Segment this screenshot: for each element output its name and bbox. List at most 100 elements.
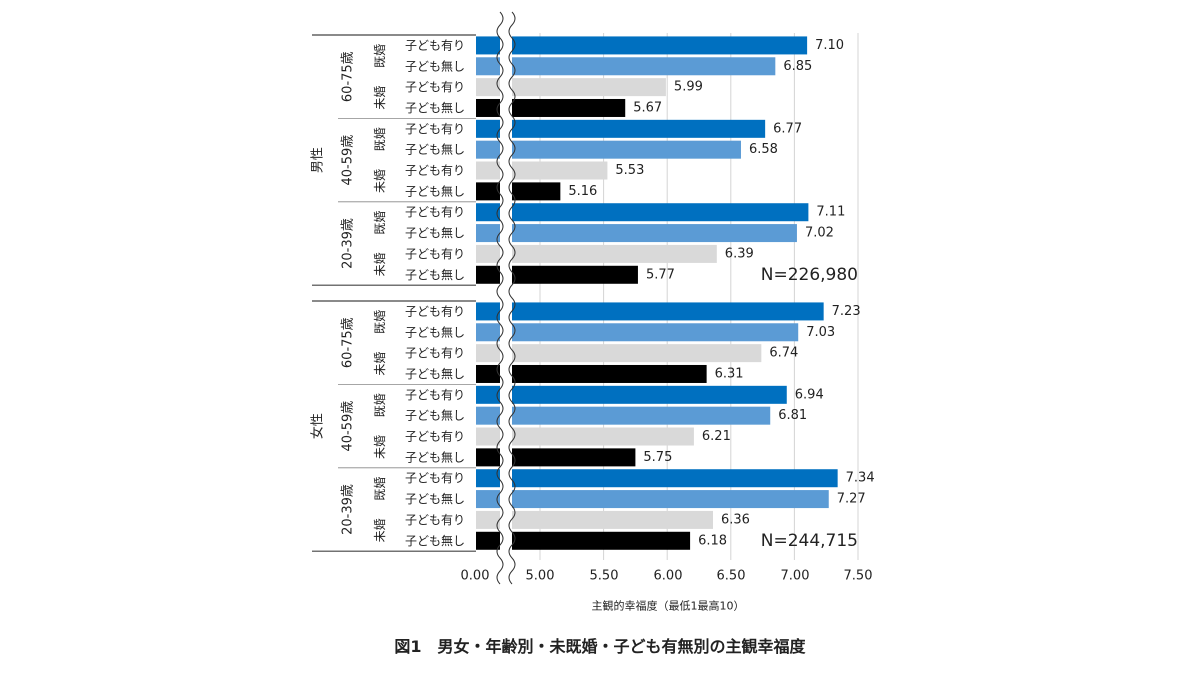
status-label: 既婚 bbox=[373, 477, 387, 501]
age-label: 20-39歳 bbox=[341, 218, 356, 269]
bar-value-label: 6.39 bbox=[725, 246, 754, 261]
bar-category-label: 子ども無し bbox=[405, 491, 465, 506]
x-tick-label: 0.00 bbox=[461, 569, 490, 584]
bar-value-label: 5.75 bbox=[643, 450, 672, 465]
bar-value-label: 7.27 bbox=[837, 492, 866, 507]
bar bbox=[476, 182, 561, 201]
axis-break-line-right bbox=[508, 11, 516, 585]
bar-value-label: 7.10 bbox=[815, 38, 844, 53]
status-label: 既婚 bbox=[373, 127, 387, 151]
bar-value-label: 6.21 bbox=[702, 429, 731, 444]
age-label: 60-75歳 bbox=[341, 317, 356, 368]
x-tick-label: 7.00 bbox=[781, 569, 810, 584]
bar-category-label: 子ども有り bbox=[405, 304, 465, 318]
bar-value-label: 5.16 bbox=[568, 184, 597, 199]
bar bbox=[476, 224, 797, 243]
status-label: 未婚 bbox=[373, 352, 387, 376]
n-label: N=244,715 bbox=[761, 531, 858, 551]
bar bbox=[476, 448, 636, 467]
bar-value-label: 7.02 bbox=[805, 226, 834, 241]
status-label: 未婚 bbox=[373, 252, 387, 276]
bar-category-label: 子ども有り bbox=[405, 122, 465, 136]
sex-label: 男性 bbox=[311, 147, 326, 173]
bar-value-label: 5.53 bbox=[615, 163, 644, 178]
bar-value-label: 5.99 bbox=[674, 80, 703, 95]
status-label: 既婚 bbox=[373, 393, 387, 417]
bar-value-label: 7.03 bbox=[806, 325, 835, 340]
status-label: 未婚 bbox=[373, 169, 387, 193]
bar bbox=[476, 265, 638, 284]
bar-value-label: 6.36 bbox=[721, 512, 750, 527]
bar-value-label: 6.58 bbox=[749, 142, 778, 157]
x-axis-title: 主観的幸福度（最低1最高10） bbox=[592, 599, 745, 613]
bar bbox=[476, 385, 787, 404]
bar-category-label: 子ども無し bbox=[405, 408, 465, 423]
bar bbox=[476, 203, 809, 222]
age-label: 40-59歳 bbox=[341, 135, 356, 186]
bar-value-label: 6.81 bbox=[778, 408, 807, 423]
bar-value-label: 7.11 bbox=[816, 205, 845, 220]
bar-category-label: 子ども無し bbox=[405, 533, 465, 548]
bar bbox=[476, 98, 626, 117]
bar-value-label: 6.74 bbox=[769, 346, 798, 361]
n-label: N=226,980 bbox=[761, 265, 858, 285]
bar bbox=[476, 427, 694, 446]
bar bbox=[476, 344, 762, 363]
bar bbox=[476, 244, 717, 263]
x-tick-label: 5.50 bbox=[590, 569, 619, 584]
bar bbox=[476, 510, 713, 529]
bar bbox=[476, 36, 808, 55]
bar-category-label: 子ども有り bbox=[405, 164, 465, 178]
status-label: 既婚 bbox=[373, 211, 387, 235]
status-label: 未婚 bbox=[373, 86, 387, 110]
bar-category-label: 子ども無し bbox=[405, 183, 465, 198]
bar-value-label: 5.67 bbox=[633, 100, 662, 115]
bar bbox=[476, 57, 776, 76]
bar-value-label: 5.77 bbox=[646, 267, 675, 282]
status-label: 既婚 bbox=[373, 44, 387, 68]
figure-caption: 図1 男女・年齢別・未既婚・子ども有無別の主観幸福度 bbox=[394, 637, 806, 656]
bar-value-label: 6.85 bbox=[783, 59, 812, 74]
bar-category-label: 子ども無し bbox=[405, 449, 465, 464]
bar-category-label: 子ども有り bbox=[405, 471, 465, 485]
bar-category-label: 子ども有り bbox=[405, 205, 465, 219]
bar-category-label: 子ども無し bbox=[405, 324, 465, 339]
bar-category-label: 子ども有り bbox=[405, 80, 465, 94]
bar bbox=[476, 469, 838, 488]
bar bbox=[476, 531, 691, 550]
bar bbox=[476, 161, 608, 180]
bar-value-label: 7.34 bbox=[846, 471, 875, 486]
bar-category-label: 子ども有り bbox=[405, 430, 465, 444]
axis-break-line-left bbox=[496, 11, 504, 585]
bar-category-label: 子ども無し bbox=[405, 267, 465, 282]
status-label: 既婚 bbox=[373, 310, 387, 334]
x-tick-label: 5.00 bbox=[526, 569, 555, 584]
x-tick-label: 7.50 bbox=[844, 569, 873, 584]
sex-label: 女性 bbox=[310, 413, 326, 439]
bar-category-label: 子ども有り bbox=[405, 247, 465, 261]
bar-category-label: 子ども無し bbox=[405, 142, 465, 157]
x-tick-label: 6.50 bbox=[717, 569, 746, 584]
x-tick-label: 6.00 bbox=[654, 569, 683, 584]
bar-category-label: 子ども有り bbox=[405, 38, 465, 52]
bar-category-label: 子ども無し bbox=[405, 225, 465, 240]
bar-category-label: 子ども有り bbox=[405, 513, 465, 527]
bar-value-label: 6.77 bbox=[773, 121, 802, 136]
bar bbox=[476, 323, 799, 342]
status-label: 未婚 bbox=[373, 518, 387, 542]
bar bbox=[476, 119, 766, 138]
bar-category-label: 子ども無し bbox=[405, 366, 465, 381]
bar-category-label: 子ども有り bbox=[405, 346, 465, 360]
bar-category-label: 子ども有り bbox=[405, 388, 465, 402]
bar-value-label: 6.18 bbox=[698, 533, 727, 548]
age-label: 60-75歳 bbox=[341, 51, 356, 102]
age-label: 40-59歳 bbox=[341, 401, 356, 452]
status-label: 未婚 bbox=[373, 435, 387, 459]
bar-value-label: 6.31 bbox=[715, 366, 744, 381]
bar bbox=[476, 302, 824, 321]
bar-category-label: 子ども無し bbox=[405, 100, 465, 115]
bar bbox=[476, 364, 707, 383]
age-label: 20-39歳 bbox=[341, 484, 356, 535]
bar-value-label: 6.94 bbox=[795, 387, 824, 402]
